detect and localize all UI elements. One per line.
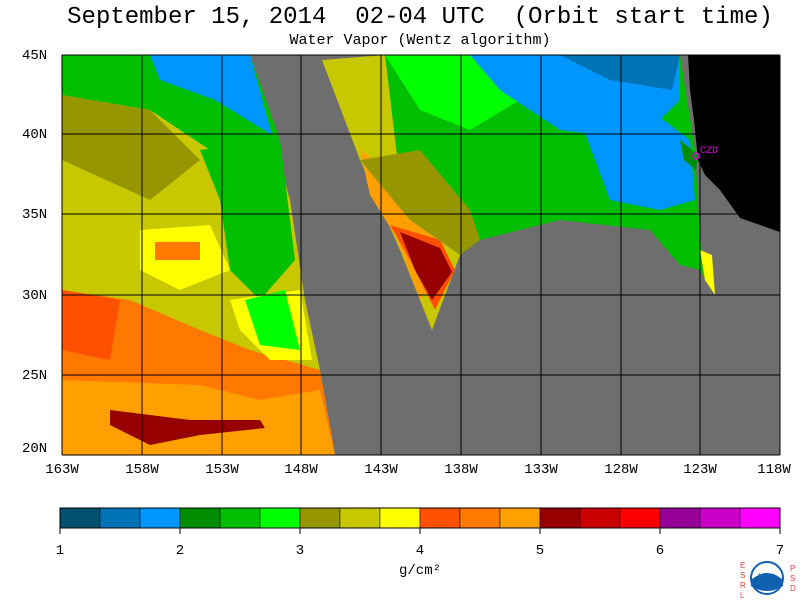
lon-label-148w: 148W	[284, 462, 318, 478]
lon-label-158w: 158W	[125, 462, 159, 478]
colorbar-swatch	[99, 507, 141, 529]
logo-psd-p: P	[790, 564, 795, 573]
colorbar-swatch	[219, 507, 261, 529]
colorbar-swatch	[139, 507, 181, 529]
colorbar-tick-6: 6	[655, 543, 665, 559]
colorbar-swatch	[659, 507, 701, 529]
east-swath	[360, 55, 715, 295]
lon-label-143w: 143W	[364, 462, 398, 478]
lon-label-133w: 133W	[524, 462, 558, 478]
logo-esrl-s: S	[740, 571, 745, 580]
colorbar-swatch	[619, 507, 661, 529]
colorbar-unit: g/cm²	[398, 563, 442, 579]
lon-label-118w: 118W	[757, 462, 791, 478]
map-grid	[61, 54, 781, 456]
colorbar-swatch	[499, 507, 541, 529]
map-title: September 15, 2014 02-04 UTC (Orbit star…	[67, 4, 773, 31]
lat-label-25n: 25N	[22, 368, 48, 384]
colorbar-swatch	[419, 507, 461, 529]
station-marker-icon	[692, 152, 700, 160]
lon-label-153w: 153W	[205, 462, 239, 478]
colorbar-swatch	[59, 507, 101, 529]
lat-label-40n: 40N	[22, 127, 48, 143]
land-north-america	[688, 55, 780, 232]
colorbar-swatch	[579, 507, 621, 529]
colorbar-swatch	[179, 507, 221, 529]
colorbar-swatch	[299, 507, 341, 529]
lon-label-163w: 163W	[45, 462, 79, 478]
colorbar-tick-5: 5	[535, 543, 545, 559]
colorbar-swatch	[259, 507, 301, 529]
colorbar-tick-2: 2	[175, 543, 185, 559]
colorbar-swatch	[539, 507, 581, 529]
logo-psd-s: S	[790, 574, 795, 583]
lat-label-45n: 45N	[22, 48, 48, 64]
lat-label-30n: 30N	[22, 288, 48, 304]
map-subtitle: Water Vapor (Wentz algorithm)	[289, 32, 551, 49]
colorbar-swatch	[739, 507, 781, 529]
noaa-logo: E S R L NOAA P S D	[740, 561, 796, 600]
colorbar-tick-7: 7	[775, 543, 785, 559]
colorbar-tick-4: 4	[415, 543, 425, 559]
colorbar-swatch	[339, 507, 381, 529]
colorbar-swatch	[699, 507, 741, 529]
colorbar-swatch	[379, 507, 421, 529]
logo-noaa-text: NOAA	[758, 574, 775, 580]
west-swath	[62, 55, 335, 455]
colorbar-swatch	[459, 507, 501, 529]
lat-label-20n: 20N	[22, 441, 48, 457]
colorbar-tick-1: 1	[55, 543, 65, 559]
logo-psd-d: D	[790, 584, 796, 593]
colorbar-tick-3: 3	[295, 543, 305, 559]
lon-label-123w: 123W	[683, 462, 717, 478]
logo-esrl-e: E	[740, 561, 745, 570]
logo-esrl-r: R	[740, 581, 746, 590]
lon-label-128w: 128W	[604, 462, 638, 478]
lat-label-35n: 35N	[22, 207, 48, 223]
lon-label-138w: 138W	[444, 462, 478, 478]
station-label: CZD	[700, 146, 719, 157]
logo-esrl-l: L	[740, 591, 745, 600]
